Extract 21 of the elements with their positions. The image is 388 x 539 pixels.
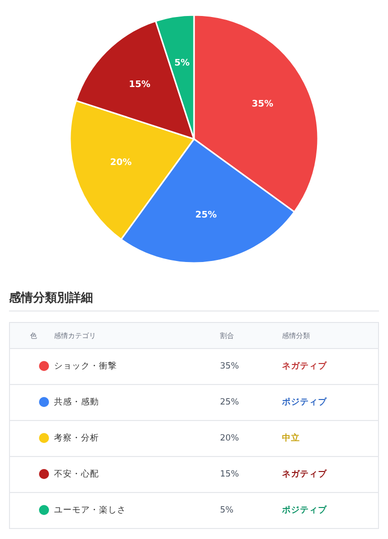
data-label: 5% [174,58,190,69]
legend-label: 共感・感動 [54,396,99,408]
data-label: 25% [195,210,217,220]
text: 5% [220,505,234,516]
text: ポジティブ [281,396,328,408]
text: 20% [220,433,239,444]
data-label: 35% [252,100,274,110]
text: 15% [220,469,239,480]
text: 35% [220,361,239,372]
text: ポジティブ [281,504,328,516]
text: ネガティブ [282,468,328,480]
data-label: 15% [128,80,150,90]
text: ネガティブ [282,360,328,372]
legend-label: ユーモア・楽しさ [54,504,126,516]
text: 25% [220,397,239,408]
legend-label: 考察・分析 [54,432,99,444]
legend-label: 不安・心配 [54,468,99,480]
text: 中立 [282,432,300,444]
legend-label: ショック・衝撃 [54,360,117,372]
data-label: 20% [110,158,132,168]
text: 感情分類別詳細 [8,290,93,304]
